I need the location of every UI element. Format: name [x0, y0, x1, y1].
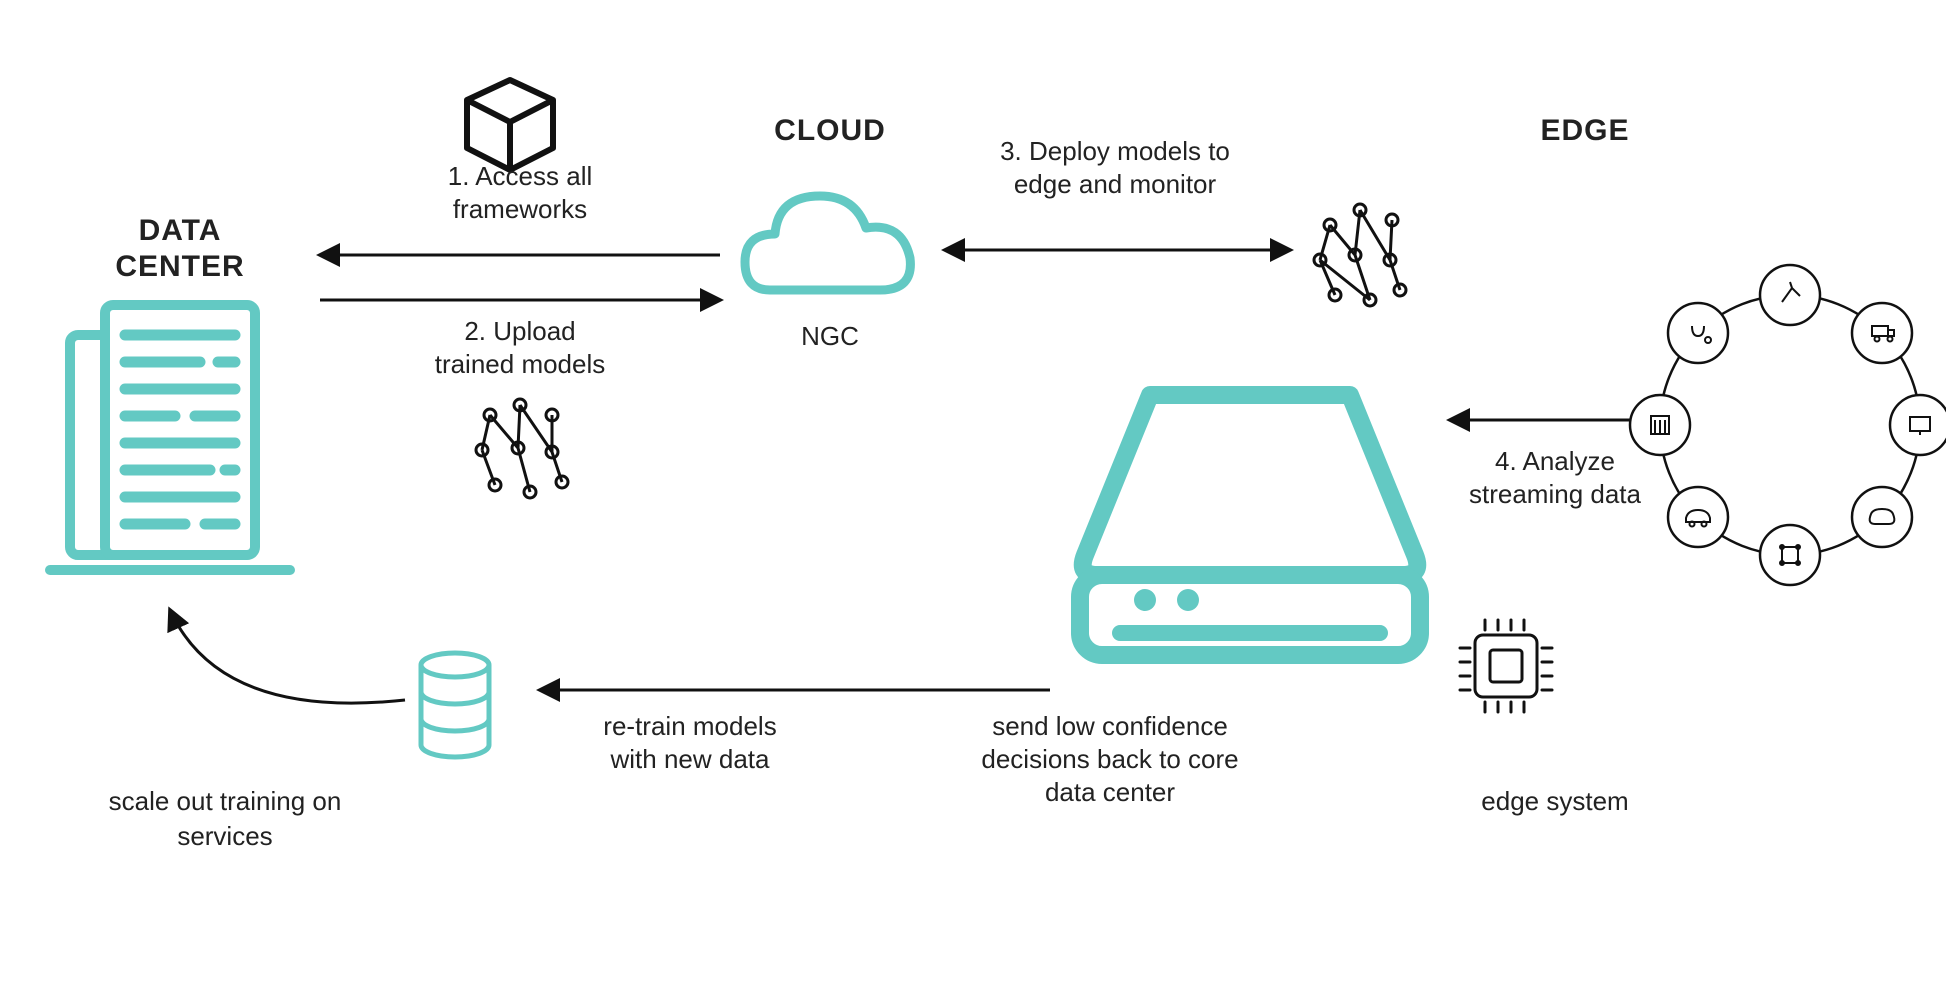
- iot-ring-icon: [1630, 265, 1946, 585]
- cloud-title: CLOUD: [774, 114, 886, 147]
- edge4-label-1: 4. Analyze: [1495, 446, 1615, 476]
- neural-net-icon-upload: [476, 399, 568, 498]
- cloud-caption: NGC: [801, 321, 859, 351]
- edge2-label-2: trained models: [435, 349, 606, 379]
- edge4-label-2: streaming data: [1469, 479, 1642, 509]
- edge3-label-2: edge and monitor: [1014, 169, 1217, 199]
- edge6-label-1: re-train models: [603, 711, 776, 741]
- edge1-label-1: 1. Access all: [448, 161, 593, 191]
- edge5-label-1: send low confidence: [992, 711, 1228, 741]
- server-rack-icon: [50, 305, 290, 570]
- edge-device-icon: [1080, 395, 1420, 655]
- edge-caption: edge system: [1481, 786, 1628, 816]
- arrow-retrain: [170, 610, 405, 703]
- neural-net-icon-edge: [1314, 204, 1406, 306]
- architecture-diagram: DATA CENTER scale out training on servic…: [0, 0, 1946, 1007]
- edge-title: EDGE: [1540, 114, 1629, 147]
- data-center-title-2: CENTER: [115, 250, 244, 283]
- chip-icon: [1460, 620, 1552, 712]
- edge5-label-3: data center: [1045, 777, 1175, 807]
- database-icon: [421, 653, 489, 757]
- data-center-caption-2: services: [177, 821, 272, 851]
- edge2-label-1: 2. Upload: [464, 316, 575, 346]
- edge6-label-2: with new data: [610, 744, 771, 774]
- edge3-label-1: 3. Deploy models to: [1000, 136, 1230, 166]
- data-center-caption-1: scale out training on: [109, 786, 342, 816]
- edge1-label-2: frameworks: [453, 194, 587, 224]
- cloud-icon: [745, 196, 910, 290]
- edge5-label-2: decisions back to core: [981, 744, 1238, 774]
- cube-icon: [467, 80, 553, 170]
- data-center-title-1: DATA: [139, 214, 222, 247]
